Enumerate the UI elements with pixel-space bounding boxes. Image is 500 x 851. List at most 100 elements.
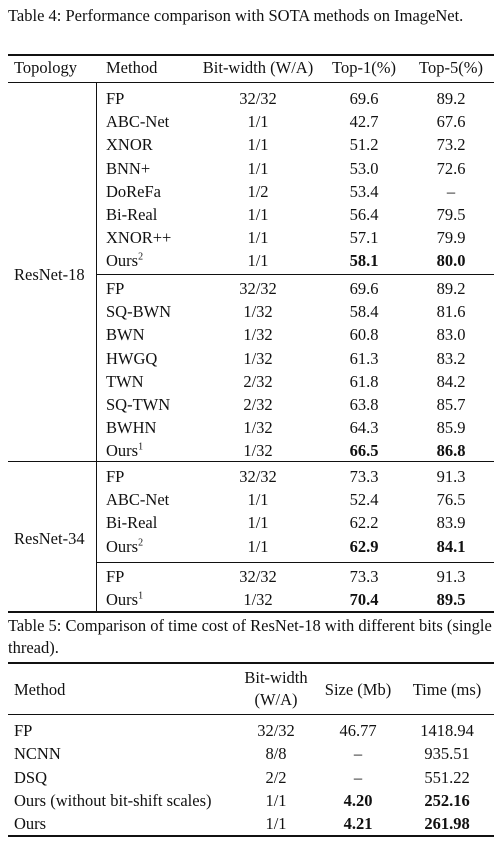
- table4-group-rule: [8, 461, 494, 462]
- top1-cell: 57.1: [349, 228, 379, 248]
- size-cell: –: [353, 744, 363, 764]
- bitwidth-cell: 1/1: [247, 251, 269, 271]
- table4-caption: Table 4: Performance comparison with SOT…: [8, 6, 464, 25]
- top5-cell: 91.3: [436, 567, 466, 586]
- top1-cell: 60.8: [349, 325, 379, 345]
- top1-cell: 61.8: [349, 371, 379, 391]
- method-cell: Bi-Real: [106, 205, 158, 224]
- top5-cell: 89.2: [436, 89, 466, 108]
- method-cell: ABC-Net: [106, 490, 170, 510]
- top5-cell: 83.9: [436, 513, 466, 533]
- method-cell: FP: [14, 721, 33, 740]
- top5-cell: 83.2: [436, 348, 466, 368]
- method-cell: XNOR: [106, 135, 153, 155]
- time-cell: 551.22: [424, 767, 470, 787]
- top1-cell: 66.5: [349, 441, 379, 461]
- method-cell: XNOR++: [106, 228, 172, 248]
- method-cell: Ours: [14, 814, 47, 834]
- table4-top-rule: [8, 54, 494, 56]
- topology-cell: ResNet-34: [14, 528, 85, 548]
- bitwidth-cell: 32/32: [239, 567, 277, 586]
- bitwidth-cell: 1/32: [243, 418, 273, 438]
- top5-cell: 85.9: [436, 418, 466, 438]
- table4-header-top5: Top-5(%): [419, 58, 483, 77]
- top1-cell: 62.2: [349, 513, 379, 533]
- size-cell: 46.77: [339, 721, 377, 740]
- bitwidth-cell: 1/1: [247, 135, 269, 155]
- size-cell: 4.21: [343, 814, 373, 834]
- bitwidth-cell: 32/32: [239, 467, 277, 486]
- method-cell: DSQ: [14, 767, 48, 787]
- method-cell: NCNN: [14, 744, 61, 764]
- table4-header-rule: [8, 82, 494, 83]
- method-cell: Ours (without bit-shift scales): [14, 790, 212, 810]
- top5-cell: 84.1: [436, 536, 466, 556]
- table5-header-time: Time (ms): [412, 680, 482, 699]
- table4-header-top1: Top-1(%): [332, 58, 396, 77]
- top1-cell: 63.8: [349, 395, 379, 414]
- top5-cell: 86.8: [436, 441, 466, 461]
- time-cell: 1418.94: [420, 721, 474, 740]
- topology-cell: ResNet-18: [14, 265, 85, 285]
- bitwidth-cell: 1/1: [265, 790, 287, 810]
- footnote-marker: 1: [138, 590, 144, 602]
- table5-header-bitwidth-line1: Bit-width: [244, 668, 308, 687]
- top1-cell: 73.3: [349, 467, 379, 486]
- table4-header-topology: Topology: [14, 58, 78, 77]
- time-cell: 935.51: [424, 744, 470, 764]
- bitwidth-cell: 2/32: [243, 395, 273, 414]
- table4-header-method: Method: [106, 58, 158, 77]
- footnote-marker: 2: [138, 537, 144, 549]
- table5-header-bitwidth-line2: (W/A): [254, 690, 298, 709]
- table5-caption: Table 5: Comparison of time cost of ResN…: [8, 616, 492, 657]
- method-cell: HWGQ: [106, 348, 158, 368]
- top1-cell: 69.6: [349, 89, 379, 108]
- bitwidth-cell: 1/1: [247, 205, 269, 224]
- bitwidth-cell: 1/32: [243, 302, 273, 322]
- bitwidth-cell: 1/1: [247, 228, 269, 248]
- top5-cell: 89.5: [436, 590, 466, 610]
- top1-cell: 56.4: [349, 205, 379, 224]
- method-cell: Ours2: [106, 536, 144, 556]
- top5-cell: 79.9: [436, 228, 466, 248]
- bitwidth-cell: 1/1: [247, 536, 269, 556]
- top1-cell: 58.4: [349, 302, 379, 322]
- bitwidth-cell: 2/2: [265, 767, 287, 787]
- bitwidth-cell: 1/1: [247, 158, 269, 178]
- top1-cell: 51.2: [349, 135, 379, 155]
- size-cell: –: [353, 767, 363, 787]
- bitwidth-cell: 1/32: [243, 590, 273, 610]
- top5-cell: 73.2: [436, 135, 466, 155]
- top1-cell: 58.1: [349, 251, 379, 271]
- top1-cell: 64.3: [349, 418, 379, 438]
- top5-cell: 85.7: [436, 395, 466, 414]
- table4-header-bitwidth: Bit-width (W/A): [202, 58, 314, 77]
- method-cell: BWN: [106, 325, 145, 345]
- bitwidth-cell: 1/32: [243, 441, 273, 461]
- top5-cell: 84.2: [436, 371, 466, 391]
- bitwidth-cell: 8/8: [265, 744, 287, 764]
- top1-cell: 52.4: [349, 490, 379, 510]
- method-cell: SQ-BWN: [106, 302, 172, 322]
- top5-cell: 79.5: [436, 205, 466, 224]
- table5-header-rule: [8, 714, 494, 715]
- top1-cell: 69.6: [349, 279, 379, 298]
- bitwidth-cell: 32/32: [239, 89, 277, 108]
- size-cell: 4.20: [343, 790, 373, 810]
- bitwidth-cell: 1/2: [247, 181, 269, 201]
- table5-header-method: Method: [14, 680, 66, 699]
- footnote-marker: 1: [138, 441, 144, 453]
- method-cell: Ours1: [106, 590, 144, 610]
- method-cell: TWN: [106, 371, 144, 391]
- top5-cell: 67.6: [436, 112, 466, 132]
- table4-topology-separator: [96, 83, 97, 611]
- bitwidth-cell: 32/32: [257, 721, 295, 740]
- top5-cell: 91.3: [436, 467, 466, 486]
- top1-cell: 70.4: [349, 590, 379, 610]
- bitwidth-cell: 1/1: [265, 814, 287, 834]
- footnote-marker: 2: [138, 251, 144, 263]
- method-cell: FP: [106, 89, 125, 108]
- time-cell: 252.16: [424, 790, 470, 810]
- method-cell: Ours2: [106, 251, 144, 271]
- method-cell: FP: [106, 567, 125, 586]
